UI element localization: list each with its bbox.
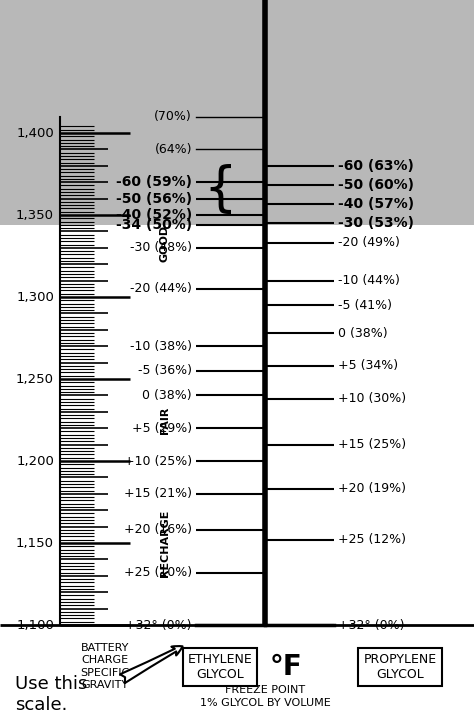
Text: 1,400: 1,400 — [16, 127, 54, 140]
Text: 1,100: 1,100 — [16, 619, 54, 631]
Text: 1,250: 1,250 — [16, 373, 54, 386]
Text: 1,150: 1,150 — [16, 537, 54, 550]
Text: -50 (56%): -50 (56%) — [116, 191, 192, 205]
Text: +32° (0%): +32° (0%) — [338, 619, 404, 631]
Text: °F: °F — [270, 653, 303, 681]
Text: -30 (48%): -30 (48%) — [130, 241, 192, 254]
Text: Use this
scale.: Use this scale. — [15, 675, 87, 713]
Text: 1,300: 1,300 — [16, 290, 54, 304]
Text: +25 (10%): +25 (10%) — [124, 566, 192, 579]
Text: +10 (30%): +10 (30%) — [338, 392, 406, 405]
Text: (64%): (64%) — [155, 143, 192, 156]
Text: FAIR: FAIR — [160, 406, 170, 434]
Text: +5 (29%): +5 (29%) — [132, 422, 192, 435]
Text: +25 (12%): +25 (12%) — [338, 533, 406, 546]
Text: -40 (57%): -40 (57%) — [338, 197, 414, 210]
Text: 1,200: 1,200 — [16, 454, 54, 467]
Text: -34 (50%): -34 (50%) — [116, 218, 192, 232]
Text: -10 (38%): -10 (38%) — [130, 340, 192, 352]
Text: FREEZE POINT
1% GLYCOL BY VOLUME: FREEZE POINT 1% GLYCOL BY VOLUME — [200, 685, 330, 708]
Text: ETHYLENE
GLYCOL: ETHYLENE GLYCOL — [188, 653, 252, 681]
Text: 0 (38%): 0 (38%) — [142, 389, 192, 402]
Text: -20 (49%): -20 (49%) — [338, 237, 400, 250]
Text: -60 (63%): -60 (63%) — [338, 159, 414, 173]
Text: +15 (21%): +15 (21%) — [124, 487, 192, 500]
Text: {: { — [203, 165, 237, 216]
Text: -10 (44%): -10 (44%) — [338, 274, 400, 287]
Text: -30 (53%): -30 (53%) — [338, 216, 414, 230]
Text: 0 (38%): 0 (38%) — [338, 327, 388, 339]
Text: -20 (44%): -20 (44%) — [130, 282, 192, 296]
Text: PROPYLENE
GLYCOL: PROPYLENE GLYCOL — [364, 653, 437, 681]
Text: -5 (41%): -5 (41%) — [338, 298, 392, 312]
Text: -50 (60%): -50 (60%) — [338, 178, 414, 192]
Text: +32° (0%): +32° (0%) — [126, 619, 192, 631]
Text: 1,350: 1,350 — [16, 208, 54, 221]
Text: +10 (25%): +10 (25%) — [124, 454, 192, 467]
Text: (70%): (70%) — [154, 110, 192, 123]
Text: +5 (34%): +5 (34%) — [338, 360, 398, 373]
Text: GOOD: GOOD — [160, 225, 170, 262]
Text: +20 (19%): +20 (19%) — [338, 483, 406, 495]
Text: RECHARGE: RECHARGE — [160, 510, 170, 577]
Text: -5 (36%): -5 (36%) — [138, 364, 192, 377]
Text: -60 (59%): -60 (59%) — [116, 175, 192, 189]
Text: BATTERY
CHARGE
SPECIFIC
GRAVITY: BATTERY CHARGE SPECIFIC GRAVITY — [81, 643, 129, 690]
Text: +20 (16%): +20 (16%) — [124, 523, 192, 537]
Text: +15 (25%): +15 (25%) — [338, 438, 406, 451]
Polygon shape — [0, 0, 474, 225]
Text: -40 (52%): -40 (52%) — [116, 208, 192, 222]
